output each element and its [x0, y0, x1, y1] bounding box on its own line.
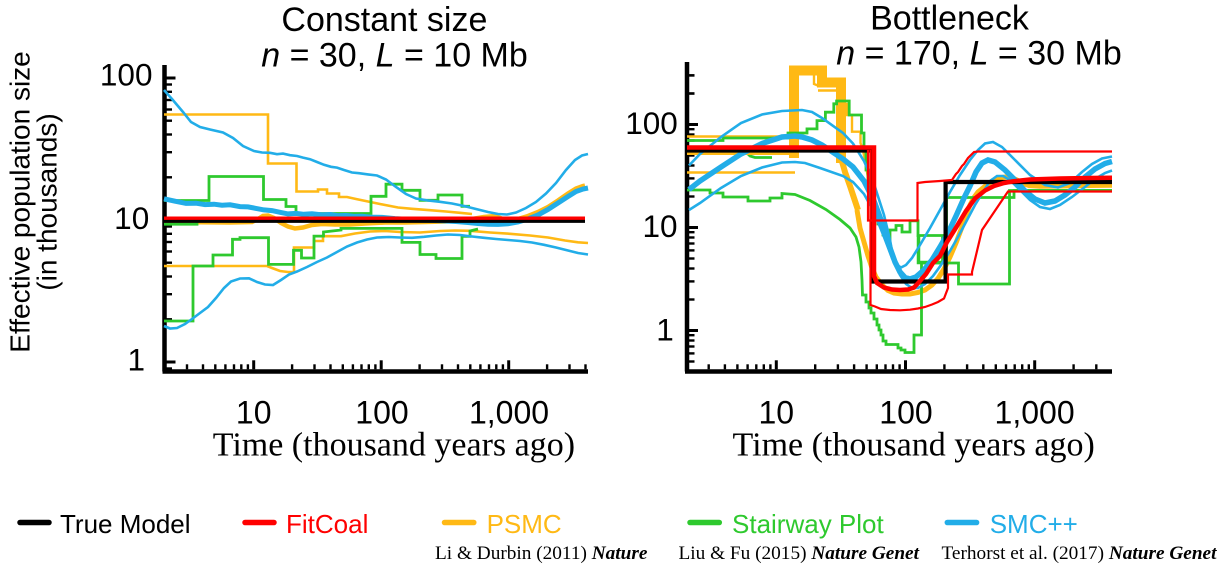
svg-text:Bottleneck: Bottleneck: [870, 0, 1030, 38]
svg-text:10: 10: [236, 395, 272, 431]
svg-text:Time (thousand years ago): Time (thousand years ago): [733, 427, 1095, 464]
svg-text:True Model: True Model: [60, 509, 191, 539]
svg-text:10: 10: [759, 395, 795, 431]
svg-text:Li & Durbin (2011) Nature: Li & Durbin (2011) Nature: [435, 543, 648, 564]
svg-text:10: 10: [642, 208, 677, 244]
svg-text:FitCoal: FitCoal: [286, 509, 368, 539]
svg-text:1: 1: [656, 312, 674, 348]
svg-text:Terhorst et al. (2017) Nature: Terhorst et al. (2017) Nature Genet: [942, 543, 1218, 564]
svg-text:Effective population size: Effective population size: [5, 51, 36, 352]
svg-text:Constant size: Constant size: [281, 1, 487, 39]
svg-text:1,000: 1,000: [469, 395, 549, 431]
svg-text:n = 30, L = 10 Mb: n = 30, L = 10 Mb: [261, 37, 528, 75]
svg-text:PSMC: PSMC: [487, 509, 562, 539]
svg-text:SMC++: SMC++: [990, 509, 1078, 539]
svg-text:100: 100: [355, 395, 408, 431]
svg-text:100: 100: [625, 105, 678, 141]
svg-text:1,000: 1,000: [995, 395, 1075, 431]
svg-text:Liu & Fu (2015) Nature Genet: Liu & Fu (2015) Nature Genet: [679, 543, 920, 564]
svg-text:100: 100: [100, 57, 153, 93]
svg-text:(in thousands): (in thousands): [31, 113, 62, 290]
svg-text:100: 100: [879, 395, 932, 431]
svg-text:Time (thousand years ago): Time (thousand years ago): [213, 427, 575, 464]
svg-text:1: 1: [128, 341, 146, 377]
svg-text:n = 170, L = 30 Mb: n = 170, L = 30 Mb: [836, 35, 1121, 73]
svg-text:Stairway Plot: Stairway Plot: [732, 509, 884, 539]
svg-text:10: 10: [114, 200, 149, 236]
